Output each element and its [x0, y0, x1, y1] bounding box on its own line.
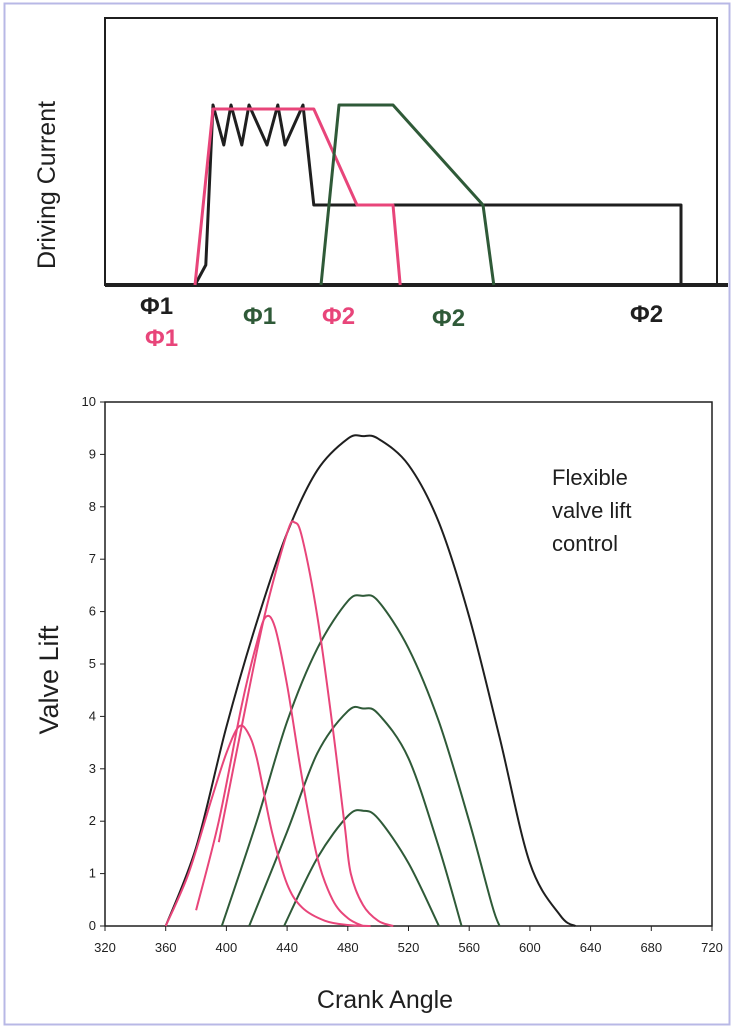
phase-labels: Φ1 Φ1 Φ1 Φ2 Φ2 Φ2: [140, 293, 663, 352]
annotation-text: Flexible valve lift control: [552, 465, 638, 556]
x-tick-label: 640: [580, 940, 602, 955]
valve-lift-series-group: [164, 434, 576, 927]
phase-label-green-phi1: Φ1: [243, 303, 276, 330]
phase-label-red-phi2: Φ2: [322, 303, 355, 330]
x-tick-label: 560: [458, 940, 480, 955]
valve-lift-panel: 320 360 400 440 480 520 560 600 640 680 720 0 1 2 3 4 5 6…: [34, 394, 723, 1014]
valve-lift-red-curve-4: [164, 724, 371, 927]
phase-label-red-phi1: Φ1: [145, 325, 178, 352]
annotation-line: control: [552, 531, 618, 556]
y-tick-label: 5: [89, 656, 96, 671]
valve-lift-green-curve-2: [248, 705, 463, 927]
phase-label-green-phi2: Φ2: [432, 305, 465, 332]
y-tick-label: 1: [89, 866, 96, 881]
phase-label-black-phi2: Φ2: [630, 301, 663, 328]
driving-current-green-trace: [319, 103, 496, 286]
y-tick-label: 2: [89, 813, 96, 828]
x-tick-label: 360: [155, 940, 177, 955]
y-tick-label: 7: [89, 551, 96, 566]
y-tick-label: 9: [89, 446, 96, 461]
bottom-y-axis-label: Valve Lift: [34, 625, 64, 735]
figure-border: [3, 2, 731, 1026]
bottom-x-axis-label: Crank Angle: [317, 986, 453, 1014]
valve-lift-green-curve-1: [220, 594, 501, 927]
top-plot-box: [104, 17, 718, 286]
annotation-line: Flexible: [552, 465, 628, 490]
driving-current-black-trace: [193, 103, 683, 286]
x-tick-label: 520: [398, 940, 420, 955]
x-tick-label: 480: [337, 940, 359, 955]
y-tick-label: 10: [82, 394, 96, 409]
y-tick-label: 3: [89, 761, 96, 776]
x-tick-label: 600: [519, 940, 541, 955]
valve-lift-red-curve-6: [217, 520, 394, 927]
x-tick-label: 320: [94, 940, 116, 955]
top-y-axis-label: Driving Current: [33, 101, 61, 269]
valve-lift-green-curve-3: [283, 809, 440, 927]
valve-lift-black-curve-0: [164, 434, 576, 927]
annotation-line: valve lift: [552, 498, 631, 523]
y-tick-label: 4: [89, 708, 96, 723]
x-tick-label: 680: [640, 940, 662, 955]
y-tick-label: 0: [89, 918, 96, 933]
phase-label-black-phi1: Φ1: [140, 293, 173, 320]
driving-current-panel: Driving Current Φ1 Φ1 Φ1 Φ2 Φ2 Φ2: [33, 17, 728, 352]
y-tick-label: 6: [89, 604, 96, 619]
driving-current-red-trace: [193, 107, 402, 286]
axis-ticks-group: 320 360 400 440 480 520 560 600 640 680 720 0 1 2 3 4 5 6…: [82, 394, 723, 955]
x-tick-label: 720: [701, 940, 723, 955]
y-tick-label: 8: [89, 499, 96, 514]
top-series-group: [193, 103, 683, 286]
x-tick-label: 440: [276, 940, 298, 955]
valve-lift-red-curve-5: [195, 614, 364, 927]
x-tick-label: 400: [216, 940, 238, 955]
